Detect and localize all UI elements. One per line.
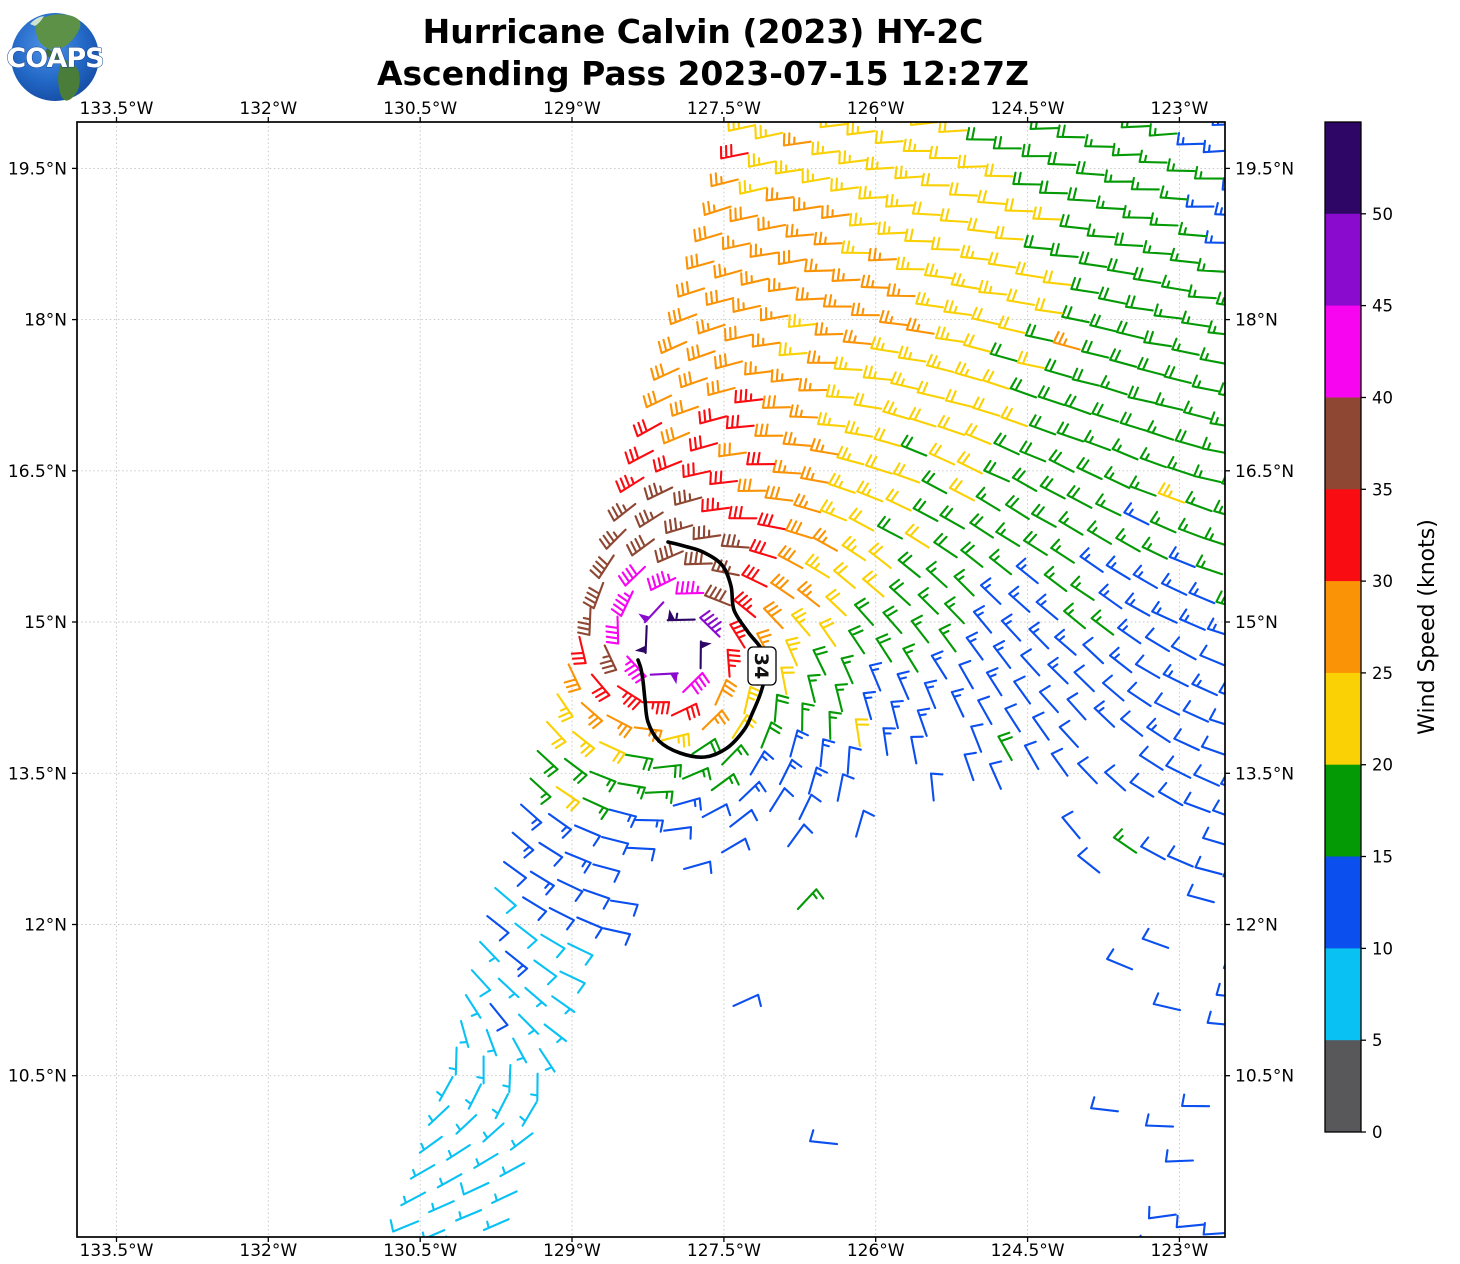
- contour-label-group: 34: [747, 646, 777, 686]
- logo-north-america-icon: [35, 14, 81, 50]
- axis-label-layer: 133.5°W 133.5°W 132°W 132°W 130.5°W 130.5°W 12…: [8, 99, 1294, 1261]
- barb-speed-band-25: [563, 132, 1081, 743]
- lat-tick-label-right: 15°N: [1235, 613, 1278, 633]
- wind-barb-layer: [389, 122, 1225, 1237]
- lon-tick-label-top: 127.5°W: [687, 99, 761, 119]
- lon-tick-label-top: 126°W: [847, 99, 905, 119]
- colorbar-segment: [1325, 764, 1361, 857]
- lat-tick-label-left: 18°N: [24, 311, 67, 331]
- lon-tick-label-top: 124.5°W: [991, 99, 1065, 119]
- colorbar-frame: [1324, 121, 1362, 1133]
- logo-land-detail-icon: [45, 48, 63, 62]
- lon-tick-label-top: 130.5°W: [383, 99, 457, 119]
- barb-speed-band-15: [529, 122, 1225, 911]
- figure-title: Hurricane Calvin (2023) HY-2C: [423, 12, 984, 51]
- barb-speed-band-45: [643, 601, 722, 676]
- colorbar-tick-label: 20: [1372, 756, 1393, 775]
- colorbar-tick-label: 15: [1372, 848, 1393, 867]
- logo-text: COAPS: [6, 43, 103, 74]
- lon-tick-label-bottom: 133.5°W: [80, 1241, 154, 1261]
- colorbar-title: Wind Speed (knots): [1415, 519, 1440, 735]
- colorbar-segment: [1325, 213, 1361, 307]
- lon-tick-label-top: 129°W: [543, 99, 601, 119]
- barb-pennants-band-50: [634, 609, 712, 653]
- barb-speed-band-5: [389, 886, 594, 1237]
- axis-tick-layer: [72, 117, 1230, 1242]
- barb-pennants-band-45: [638, 613, 678, 685]
- barb-speed-band-30: [570, 143, 786, 721]
- lat-tick-label-left: 13.5°N: [8, 764, 67, 784]
- colorbar-tick-label: 25: [1372, 664, 1393, 683]
- lon-tick-label-bottom: 127.5°W: [687, 1241, 761, 1261]
- lon-tick-label-bottom: 126°W: [847, 1241, 905, 1261]
- lon-tick-label-bottom: 132°W: [239, 1241, 297, 1261]
- contour-34kt: [636, 540, 768, 759]
- colorbar-segment: [1325, 856, 1361, 949]
- logo-south-america-icon: [58, 60, 80, 101]
- colorbar-segment: [1325, 397, 1361, 490]
- lat-tick-label-right: 10.5°N: [1235, 1067, 1294, 1087]
- barb-speed-band-10: [486, 122, 1225, 1237]
- barb-speed-band-40: [605, 564, 710, 695]
- colorbar-tick-label: 5: [1372, 1031, 1383, 1050]
- contour-label-text: 34: [750, 653, 772, 679]
- colorbar-segment: [1325, 672, 1361, 766]
- lon-tick-label-bottom: 130.5°W: [383, 1241, 457, 1261]
- lon-tick-label-top: 123°W: [1151, 99, 1209, 119]
- lon-tick-label-top: 133.5°W: [80, 99, 154, 119]
- lat-tick-label-left: 16.5°N: [8, 462, 67, 482]
- colorbar-segment: [1325, 305, 1361, 398]
- lat-tick-label-right: 16.5°N: [1235, 462, 1294, 482]
- colorbar-tick-label: 50: [1372, 205, 1393, 224]
- colorbar-segment: [1325, 581, 1361, 674]
- lon-tick-label-bottom: 129°W: [543, 1241, 601, 1261]
- colorbar-tick-label: 35: [1372, 480, 1393, 499]
- colorbar-tick-label: 30: [1372, 572, 1393, 591]
- lat-tick-label-right: 12°N: [1235, 916, 1278, 936]
- lat-tick-label-right: 13.5°N: [1235, 764, 1294, 784]
- colorbar-segment: [1325, 489, 1361, 582]
- colorbar-tick-label: 10: [1372, 939, 1393, 958]
- lat-tick-label-right: 19.5°N: [1235, 159, 1294, 179]
- colorbar-segment: [1325, 1040, 1361, 1133]
- lon-tick-label-bottom: 123°W: [1151, 1241, 1209, 1261]
- lat-tick-label-left: 15°N: [24, 613, 67, 633]
- lat-tick-label-right: 18°N: [1235, 311, 1278, 331]
- lat-tick-label-left: 12°N: [24, 916, 67, 936]
- lon-tick-label-bottom: 124.5°W: [991, 1241, 1065, 1261]
- coaps-logo: COAPS: [6, 13, 105, 101]
- lon-tick-label-top: 132°W: [239, 99, 297, 119]
- colorbar-segment: [1325, 948, 1361, 1041]
- grid-layer: [77, 122, 1225, 1237]
- lat-tick-label-left: 10.5°N: [8, 1067, 67, 1087]
- plot-frame: [76, 121, 1226, 1238]
- colorbar-segment: [1325, 122, 1361, 215]
- colorbar-tick-label: 45: [1372, 297, 1393, 316]
- barb-speed-band-50: [644, 612, 702, 670]
- lat-tick-label-left: 19.5°N: [8, 159, 67, 179]
- colorbar-tick-label: 40: [1372, 389, 1393, 408]
- contour-label-box: [747, 646, 777, 686]
- barb-speed-band-20: [546, 122, 1186, 812]
- figure-subtitle: Ascending Pass 2023-07-15 12:27Z: [377, 54, 1029, 93]
- logo-ice-icon: [30, 16, 44, 26]
- colorbar-tick-label: 0: [1372, 1123, 1383, 1142]
